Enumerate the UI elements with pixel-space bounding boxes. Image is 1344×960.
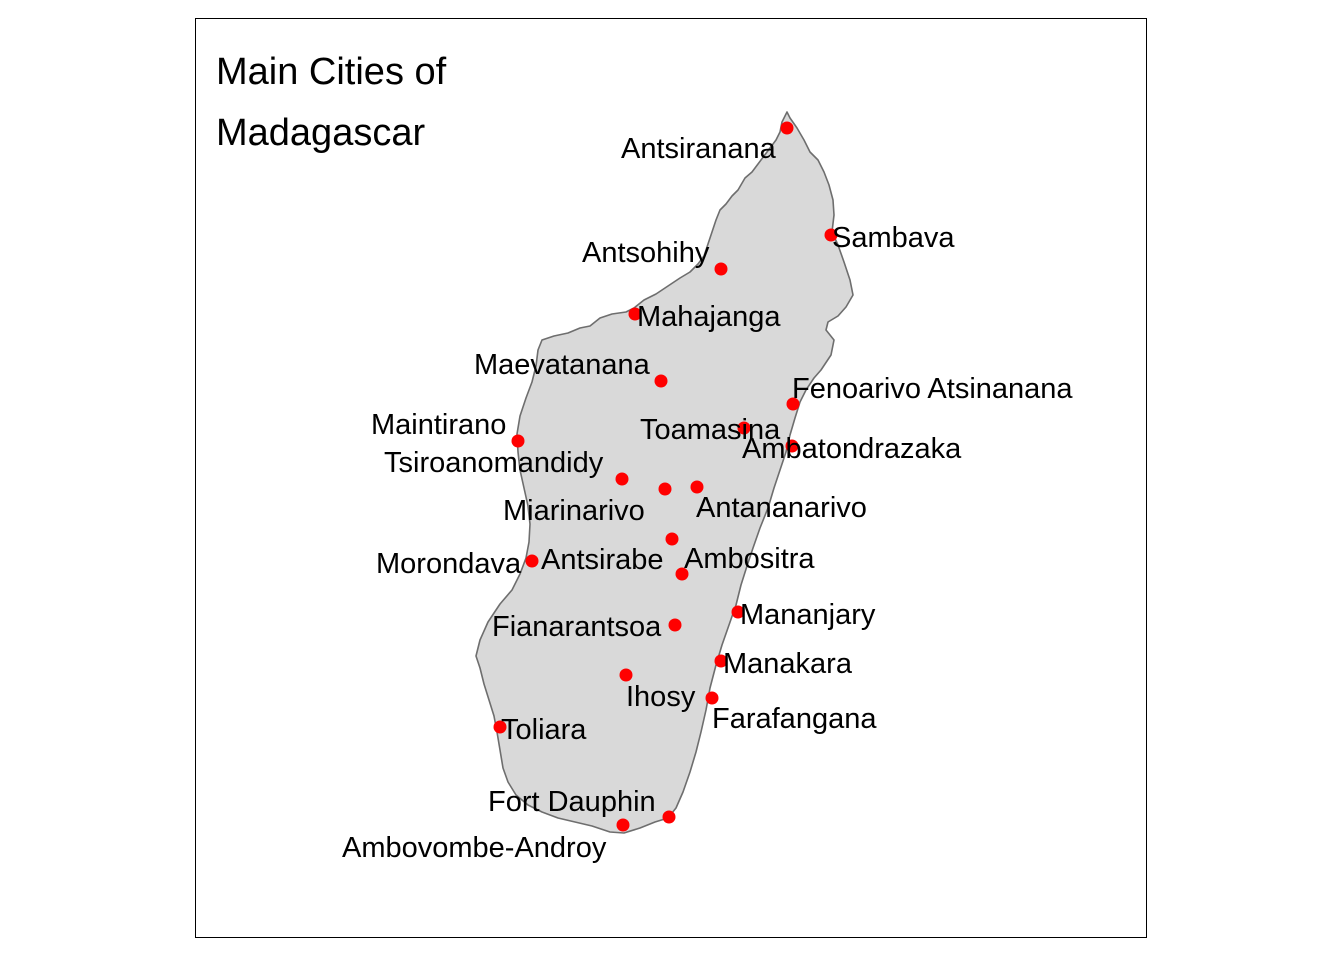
city-label-ambositra: Ambositra <box>684 543 815 575</box>
city-label-ihosy: Ihosy <box>626 681 696 713</box>
city-label-toliara: Toliara <box>501 714 587 746</box>
city-point-fianarantsoa <box>668 618 682 632</box>
city-point-antsiranana <box>780 121 794 135</box>
madagascar-island <box>475 111 854 834</box>
city-label-mahajanga: Mahajanga <box>637 301 781 333</box>
city-point-toliara <box>493 720 507 734</box>
city-point-morondava <box>525 554 539 568</box>
city-point-ambovombe-androy <box>616 818 630 832</box>
city-point-maevatanana <box>654 374 668 388</box>
city-label-tsiroanomandidy: Tsiroanomandidy <box>384 447 604 479</box>
city-label-fianarantsoa: Fianarantsoa <box>492 611 662 643</box>
city-point-fenoarivo-atsinanana <box>786 397 800 411</box>
city-label-miarinarivo: Miarinarivo <box>503 495 645 527</box>
city-point-antsirabe <box>665 532 679 546</box>
map-title-line-2: Madagascar <box>216 112 426 154</box>
city-point-antananarivo <box>690 480 704 494</box>
city-point-mahajanga <box>628 307 642 321</box>
map-title-line-1: Main Cities of <box>216 51 447 93</box>
city-label-antananarivo: Antananarivo <box>696 492 867 524</box>
city-point-miarinarivo <box>658 482 672 496</box>
city-label-manakara: Manakara <box>723 648 853 680</box>
city-label-maintirano: Maintirano <box>371 409 506 441</box>
city-point-tsiroanomandidy <box>615 472 629 486</box>
city-point-toamasina <box>737 421 751 435</box>
city-point-ambositra <box>675 567 689 581</box>
city-point-manakara <box>714 654 728 668</box>
city-label-fenoarivo-atsinanana: Fenoarivo Atsinanana <box>792 373 1073 405</box>
city-label-morondava: Morondava <box>376 548 522 580</box>
city-point-sambava <box>824 228 838 242</box>
city-label-sambava: Sambava <box>832 222 955 254</box>
city-point-mananjary <box>731 605 745 619</box>
city-label-ambatondrazaka: Ambatondrazaka <box>742 433 962 465</box>
city-point-maintirano <box>511 434 525 448</box>
city-label-fort-dauphin: Fort Dauphin <box>488 786 656 818</box>
city-label-antsiranana: Antsiranana <box>621 133 777 165</box>
city-label-maevatanana: Maevatanana <box>474 349 651 381</box>
city-label-toamasina: Toamasina <box>640 414 781 446</box>
city-point-fort-dauphin <box>662 810 676 824</box>
city-point-ihosy <box>619 668 633 682</box>
city-point-antsohihy <box>714 262 728 276</box>
city-label-mananjary: Mananjary <box>740 599 876 631</box>
city-label-ambovombe-androy: Ambovombe-Androy <box>342 832 607 864</box>
city-label-farafangana: Farafangana <box>712 703 877 735</box>
city-label-antsohihy: Antsohihy <box>582 237 710 269</box>
city-label-antsirabe: Antsirabe <box>541 544 664 576</box>
city-point-farafangana <box>705 691 719 705</box>
city-point-ambatondrazaka <box>785 439 799 453</box>
